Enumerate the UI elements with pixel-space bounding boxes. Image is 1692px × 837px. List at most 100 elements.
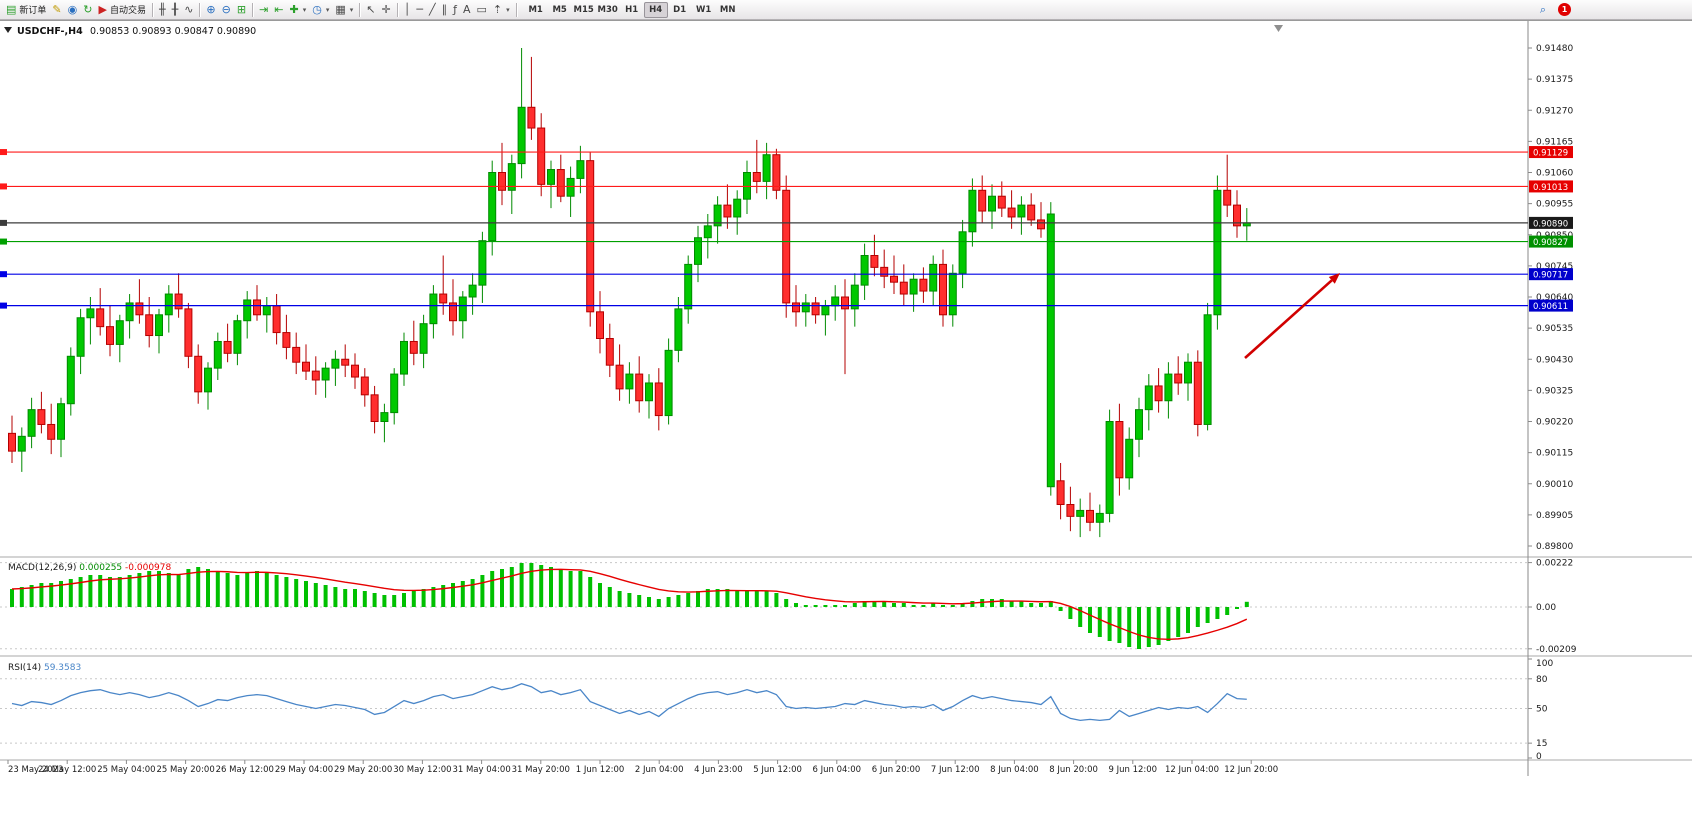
price-tag — [1529, 268, 1573, 281]
chart-window[interactable]: 0.00222 0.00 -0.00209 MACD(12,26,9) 0.00025… — [0, 20, 1692, 837]
toolbar-separator — [151, 2, 153, 17]
timeframe-h4-button[interactable]: H4 — [643, 1, 668, 18]
text-button[interactable]: A — [460, 1, 474, 19]
candlestick-chart-button[interactable]: ╂ — [169, 1, 182, 19]
svg-text:26 May 12:00: 26 May 12:00 — [216, 765, 274, 775]
timeframe-m15-button[interactable]: M15 — [572, 2, 596, 18]
price-tag — [1529, 216, 1573, 229]
svg-text:0.00: 0.00 — [1536, 603, 1556, 613]
svg-text:0.91165: 0.91165 — [1536, 137, 1573, 147]
text-label-icon: ▭ — [476, 3, 487, 16]
trendline-button[interactable]: ╱ — [426, 1, 439, 19]
svg-text:80: 80 — [1536, 675, 1548, 685]
svg-text:7 Jun 12:00: 7 Jun 12:00 — [931, 765, 980, 775]
rsi-panel: 100 80 50 15 0 RSI(14) 59.3583 — [0, 655, 1692, 762]
svg-text:24 May 12:00: 24 May 12:00 — [38, 765, 96, 775]
refresh-icon: ↻ — [83, 3, 93, 16]
metaquotes-button[interactable]: ◉ — [65, 1, 81, 19]
metaeditor-icon: ✎ — [52, 3, 62, 16]
channel-icon: ∥ — [441, 3, 448, 16]
horizontal-line-icon: ─ — [416, 3, 423, 16]
horizontal-lines[interactable]: 0.91129 0.91013 0.90890 0.90827 0.90717 0.906… — [0, 146, 1573, 312]
svg-text:0.91060: 0.91060 — [1536, 169, 1573, 179]
autotrade-button[interactable]: ▶ 自动交易 — [95, 1, 148, 19]
zoom-out-icon: ⊖ — [221, 3, 231, 16]
line-chart-button[interactable]: ∿ — [181, 1, 196, 19]
svg-text:29 May 04:00: 29 May 04:00 — [275, 765, 333, 775]
svg-text:0.90010: 0.90010 — [1536, 480, 1573, 490]
timeframe-d1-button[interactable]: D1 — [668, 2, 692, 18]
text-icon: A — [462, 3, 471, 16]
svg-text:-0.00209: -0.00209 — [1536, 645, 1577, 655]
svg-text:100: 100 — [1536, 659, 1553, 669]
crosshair-button[interactable]: ✛ — [379, 1, 394, 19]
zoom-out-button[interactable]: ⊖ — [219, 1, 234, 19]
timeframe-mn-button[interactable]: MN — [716, 2, 740, 18]
toolbar-separator — [359, 2, 361, 17]
refresh-button[interactable]: ↻ — [80, 1, 95, 19]
templates-button[interactable]: ▦ ▾ — [332, 1, 356, 19]
svg-text:0.89905: 0.89905 — [1536, 511, 1573, 521]
fibonacci-button[interactable]: ƒ — [450, 1, 460, 19]
new-order-icon: ▤ — [6, 3, 17, 16]
fibonacci-icon: ƒ — [453, 3, 457, 16]
arrows-button[interactable]: ⇡ ▾ — [490, 1, 513, 19]
metaeditor-button[interactable]: ✎ — [49, 1, 64, 19]
templates-icon: ▦ — [335, 3, 346, 16]
toolbar-separator — [252, 2, 254, 17]
toolbar-separator — [515, 2, 517, 17]
svg-text:0.90827: 0.90827 — [1533, 238, 1568, 248]
svg-text:0.90640: 0.90640 — [1536, 293, 1573, 303]
timeframe-m5-button[interactable]: M5 — [548, 2, 572, 18]
svg-text:5 Jun 12:00: 5 Jun 12:00 — [753, 765, 802, 775]
timeframe-w1-button[interactable]: W1 — [692, 2, 716, 18]
chart-title: USDCHF-,H4 — [17, 26, 83, 37]
bar-chart-icon: ╫ — [158, 3, 166, 16]
auto-scroll-button[interactable]: ⇥ — [256, 1, 271, 19]
svg-text:0.90717: 0.90717 — [1533, 271, 1568, 281]
svg-text:6 Jun 04:00: 6 Jun 04:00 — [813, 765, 862, 775]
bar-chart-button[interactable]: ╫ — [156, 1, 169, 19]
chart-shift-icon: ⇤ — [274, 3, 284, 16]
toolbar-separator — [199, 2, 201, 17]
price-chart[interactable]: 0.00222 0.00 -0.00209 MACD(12,26,9) 0.00025… — [0, 21, 1692, 837]
svg-text:0.90325: 0.90325 — [1536, 386, 1573, 396]
svg-text:29 May 20:00: 29 May 20:00 — [334, 765, 392, 775]
new-order-button[interactable]: ▤ 新订单 — [3, 1, 49, 19]
indicators-button[interactable]: ✚ ▾ — [287, 1, 310, 19]
svg-text:31 May 04:00: 31 May 04:00 — [452, 765, 510, 775]
periods-button[interactable]: ◷ ▾ — [309, 1, 332, 19]
svg-text:12 Jun 04:00: 12 Jun 04:00 — [1165, 765, 1219, 775]
cursor-button[interactable]: ↖ — [363, 1, 378, 19]
text-label-button[interactable]: ▭ — [474, 1, 490, 19]
chart-shift-button[interactable]: ⇤ — [271, 1, 286, 19]
horizontal-line-button[interactable]: ─ — [413, 1, 426, 19]
price-tag — [1529, 299, 1573, 312]
trend-arrow-annotation[interactable] — [1244, 273, 1340, 359]
search-button[interactable]: ⌕ — [1537, 1, 1549, 19]
svg-text:50: 50 — [1536, 705, 1548, 715]
svg-text:8 Jun 04:00: 8 Jun 04:00 — [990, 765, 1039, 775]
notification-badge[interactable]: 1 — [1558, 3, 1571, 16]
timeframe-m1-button[interactable]: M1 — [524, 2, 548, 18]
svg-text:31 May 20:00: 31 May 20:00 — [512, 765, 570, 775]
tile-windows-icon: ⊞ — [236, 3, 247, 16]
svg-text:1 Jun 12:00: 1 Jun 12:00 — [576, 765, 625, 775]
channel-button[interactable]: ∥ — [439, 1, 451, 19]
search-icon: ⌕ — [1539, 3, 1546, 16]
svg-text:MACD(12,26,9) 0.000255 -0.0009: MACD(12,26,9) 0.000255 -0.000978 — [8, 563, 171, 573]
svg-text:0.90955: 0.90955 — [1536, 200, 1573, 210]
zoom-in-button[interactable]: ⊕ — [203, 1, 218, 19]
vertical-line-icon: │ — [403, 3, 411, 16]
timeframe-group: M1 M5 M15 M30 H1 H4 D1 W1 MN — [524, 1, 740, 18]
svg-text:0.90890: 0.90890 — [1533, 219, 1568, 229]
macd-panel: 0.00222 0.00 -0.00209 MACD(12,26,9) 0.00025… — [0, 556, 1692, 655]
timeframe-m30-button[interactable]: M30 — [596, 2, 620, 18]
timeframe-h1-button[interactable]: H1 — [620, 2, 644, 18]
toolbar-separator — [396, 2, 398, 17]
chevron-down-icon: ▾ — [506, 5, 510, 14]
svg-text:0.91129: 0.91129 — [1533, 149, 1568, 159]
vertical-line-button[interactable]: │ — [401, 1, 414, 19]
tile-windows-button[interactable]: ⊞ — [234, 1, 249, 19]
